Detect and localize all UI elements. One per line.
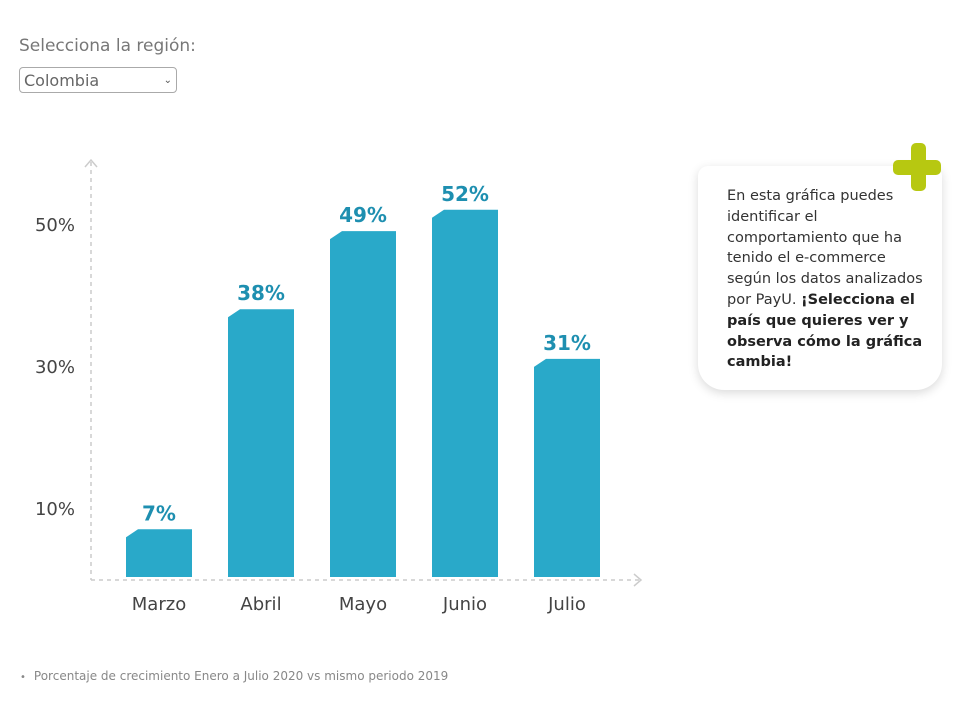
- bar-value-label: 31%: [543, 331, 591, 355]
- plus-icon: [893, 143, 943, 193]
- x-category-label: Julio: [547, 594, 586, 615]
- bar-value-label: 52%: [441, 182, 489, 206]
- y-axis-arrow: [84, 158, 98, 168]
- bar-value-label: 7%: [142, 501, 176, 525]
- bar: [228, 309, 294, 577]
- x-category-label: Junio: [442, 594, 487, 615]
- x-category-label: Marzo: [132, 594, 186, 615]
- x-category-label: Abril: [240, 594, 281, 615]
- info-card: En esta gráfica puedes identificar el co…: [698, 166, 942, 390]
- region-select-value: Colombia: [24, 70, 100, 90]
- region-select[interactable]: Colombia ⌄: [19, 67, 177, 93]
- bar-value-label: 49%: [339, 203, 387, 227]
- footnote: Porcentaje de crecimiento Enero a Julio …: [20, 669, 448, 683]
- info-text: En esta gráfica puedes identificar el co…: [727, 188, 923, 308]
- x-category-label: Mayo: [339, 594, 387, 615]
- info-bold-text: ¡Selecciona el país que quieres ver y ob…: [727, 291, 923, 371]
- region-label: Selecciona la región:: [19, 36, 196, 56]
- bar: [126, 529, 192, 577]
- bar: [534, 358, 600, 577]
- y-tick-label: 50%: [35, 215, 75, 236]
- y-tick-label: 10%: [35, 499, 75, 520]
- bar-value-label: 38%: [237, 281, 285, 305]
- bar: [432, 209, 498, 578]
- x-axis-arrow: [633, 573, 643, 587]
- bar: [330, 231, 396, 577]
- chevron-down-icon: ⌄: [163, 74, 172, 86]
- y-tick-label: 30%: [35, 357, 75, 378]
